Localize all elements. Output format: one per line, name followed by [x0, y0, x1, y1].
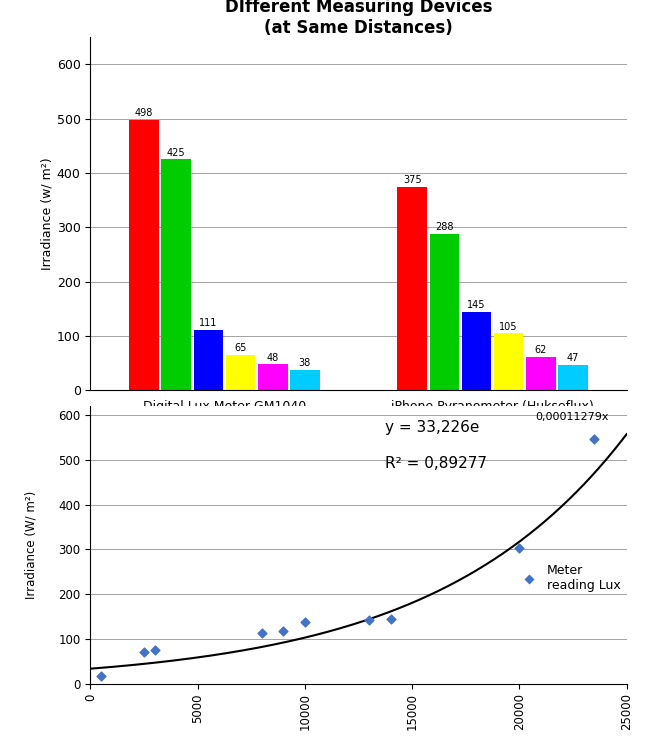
Point: [150, 644, 160, 656]
Point: [514, 542, 525, 554]
Point: [139, 646, 149, 658]
Point: [300, 616, 310, 628]
Bar: [225, 355, 255, 390]
Bar: [397, 186, 427, 390]
Text: 0,00011279x: 0,00011279x: [536, 412, 609, 421]
Bar: [430, 234, 459, 390]
Text: 62: 62: [535, 345, 547, 355]
Title: DIfferent Measuring Devices
(at Same Distances): DIfferent Measuring Devices (at Same Dis…: [225, 0, 492, 37]
Bar: [258, 364, 287, 390]
Text: Measuring in LUX,
requires chosing a
Conversion Factor.: Measuring in LUX, requires chosing a Con…: [304, 574, 413, 617]
Point: [96, 669, 107, 681]
Text: 48: 48: [267, 353, 279, 363]
Bar: [558, 365, 588, 390]
Text: 498: 498: [135, 108, 153, 118]
Point: [386, 613, 396, 625]
Text: y = 33,226e: y = 33,226e: [385, 420, 480, 435]
Bar: [462, 311, 492, 390]
Bar: [162, 160, 191, 390]
Text: ^ Measuring device & Distance (cm) v: ^ Measuring device & Distance (cm) v: [209, 426, 508, 440]
Text: Lux: Lux: [347, 742, 370, 743]
Text: 47: 47: [567, 353, 579, 363]
Bar: [526, 357, 556, 390]
Text: 288: 288: [435, 222, 453, 233]
Text: Irradiance (W/ m²): Irradiance (W/ m²): [25, 490, 38, 599]
Point: [278, 625, 289, 637]
Text: 105: 105: [499, 322, 518, 331]
Text: 38: 38: [299, 358, 311, 368]
Text: 145: 145: [467, 300, 486, 310]
Point: [257, 628, 267, 640]
Bar: [194, 330, 224, 390]
Bar: [290, 370, 320, 390]
Bar: [129, 120, 159, 390]
Text: R² = 0,89277: R² = 0,89277: [385, 456, 487, 471]
Text: 111: 111: [199, 318, 218, 328]
Text: 65: 65: [234, 343, 247, 354]
Y-axis label: Irradiance (w/ m²): Irradiance (w/ m²): [41, 158, 54, 270]
Legend: Meter
reading Lux: Meter reading Lux: [512, 559, 626, 597]
Point: [364, 614, 375, 626]
Legend: 15,24, 45,72: 15,24, 45,72: [233, 500, 334, 511]
Text: 425: 425: [167, 148, 185, 158]
Bar: [494, 334, 523, 390]
Point: [589, 433, 599, 445]
Text: 375: 375: [403, 175, 421, 185]
